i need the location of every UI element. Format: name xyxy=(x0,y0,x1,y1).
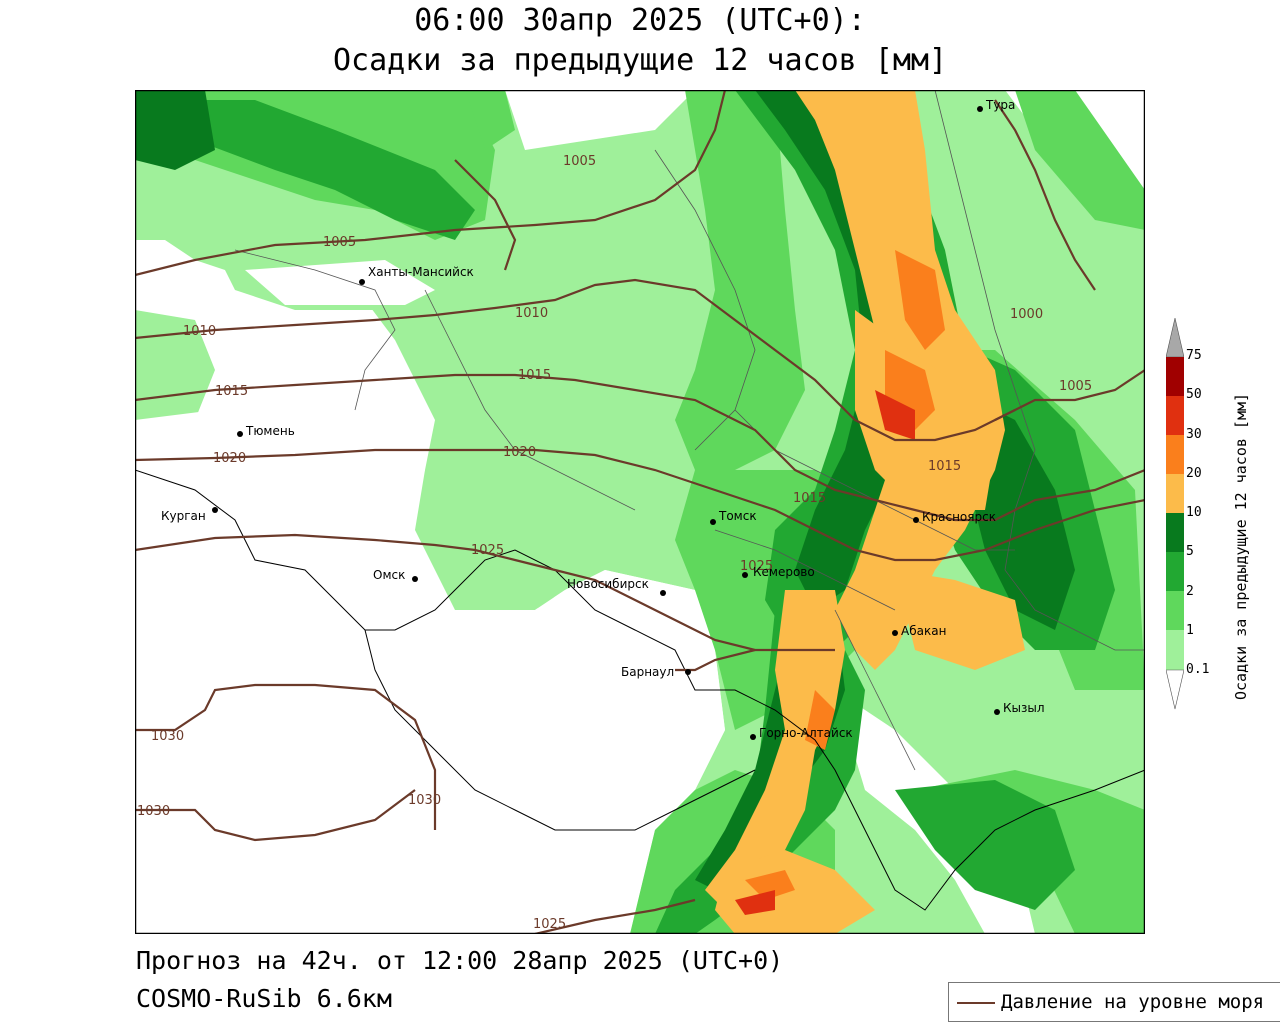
isobar-label: 1005 xyxy=(1059,379,1092,394)
isobar-label: 1025 xyxy=(533,917,566,932)
city-label: Барнаул xyxy=(621,665,674,679)
isobars xyxy=(135,90,1145,934)
pressure-legend-line xyxy=(957,1002,995,1004)
map-frame xyxy=(135,90,1145,934)
precipitation-map: 1005 1005 1010 1010 1015 1015 1020 1020 … xyxy=(135,90,1145,934)
colorbar-tick-label: 20 xyxy=(1186,466,1202,481)
colorbar-tick-label: 10 xyxy=(1186,505,1202,520)
city-label: Ханты-Мансийск xyxy=(368,265,474,279)
city-label: Омск xyxy=(373,568,405,582)
city-label: Красноярск xyxy=(922,510,996,524)
isobar-label: 1025 xyxy=(740,559,773,574)
colorbar-segment xyxy=(1166,435,1184,474)
colorbar-segment xyxy=(1166,513,1184,552)
colorbar-segment xyxy=(1166,396,1184,435)
colorbar-bottom-arrow xyxy=(1166,669,1184,710)
isobar-label: 1015 xyxy=(928,459,961,474)
colorbar-segment xyxy=(1166,630,1184,670)
city-label: Тура xyxy=(985,98,1015,112)
city-label: Томск xyxy=(718,509,757,523)
isobar-label: 1030 xyxy=(408,793,441,808)
precipitation-colorbar xyxy=(1166,318,1184,710)
city-label: Кызыл xyxy=(1003,701,1045,715)
city-label: Тюмень xyxy=(245,424,295,438)
cities: Тура Ханты-Мансийск Тюмень Курган Омск Н… xyxy=(161,98,1045,740)
colorbar-tick-label: 1 xyxy=(1186,623,1194,638)
map-title-time: 06:00 30апр 2025 (UTC+0): xyxy=(414,3,866,38)
precipitation-field xyxy=(135,90,1145,934)
colorbar-tick-label: 5 xyxy=(1186,544,1194,559)
isobar-label: 1000 xyxy=(1010,307,1043,322)
colorbar-tick-label: 50 xyxy=(1186,387,1202,402)
isobar-labels: 1005 1005 1010 1010 1015 1015 1020 1020 … xyxy=(137,154,1092,932)
city-label: Новосибирск xyxy=(567,577,649,591)
isobar-label: 1025 xyxy=(471,543,504,558)
isobar-label: 1030 xyxy=(137,804,170,819)
colorbar-tick-label: 30 xyxy=(1186,427,1202,442)
city-label: Абакан xyxy=(901,624,946,638)
model-name: COSMO-RuSib 6.6км xyxy=(136,984,392,1013)
isobar-label: 1015 xyxy=(793,491,826,506)
pressure-legend: Давление на уровне моря xyxy=(948,982,1280,1022)
city-label: Горно-Алтайск xyxy=(759,726,853,740)
isobar-label: 1020 xyxy=(503,445,536,460)
city-label: Кемерово xyxy=(753,565,815,579)
city-label: Курган xyxy=(161,509,206,523)
colorbar-title: Осадки за предыдущие 12 часов [мм] xyxy=(1232,392,1250,700)
colorbar-segment xyxy=(1166,474,1184,513)
colorbar-tick-label: 2 xyxy=(1186,584,1194,599)
isobar-label: 1020 xyxy=(213,451,246,466)
isobar-label: 1010 xyxy=(515,306,548,321)
isobar-label: 1005 xyxy=(323,235,356,250)
isobar-label: 1030 xyxy=(151,729,184,744)
map-title-variable: Осадки за предыдущие 12 часов [мм] xyxy=(332,43,948,78)
isobar-label: 1005 xyxy=(563,154,596,169)
colorbar-segment xyxy=(1166,591,1184,630)
colorbar-top-arrow xyxy=(1166,318,1184,358)
colorbar-segment xyxy=(1166,357,1184,396)
colorbar-tick-label: 0.1 xyxy=(1186,662,1210,677)
forecast-info: Прогноз на 42ч. от 12:00 28апр 2025 (UTC… xyxy=(136,946,784,975)
pressure-legend-label: Давление на уровне моря xyxy=(1001,991,1265,1013)
isobar-label: 1015 xyxy=(215,384,248,399)
colorbar-segment xyxy=(1166,552,1184,591)
isobar-label: 1015 xyxy=(518,368,551,383)
isobar-label: 1010 xyxy=(183,324,216,339)
colorbar-tick-label: 75 xyxy=(1186,348,1202,363)
